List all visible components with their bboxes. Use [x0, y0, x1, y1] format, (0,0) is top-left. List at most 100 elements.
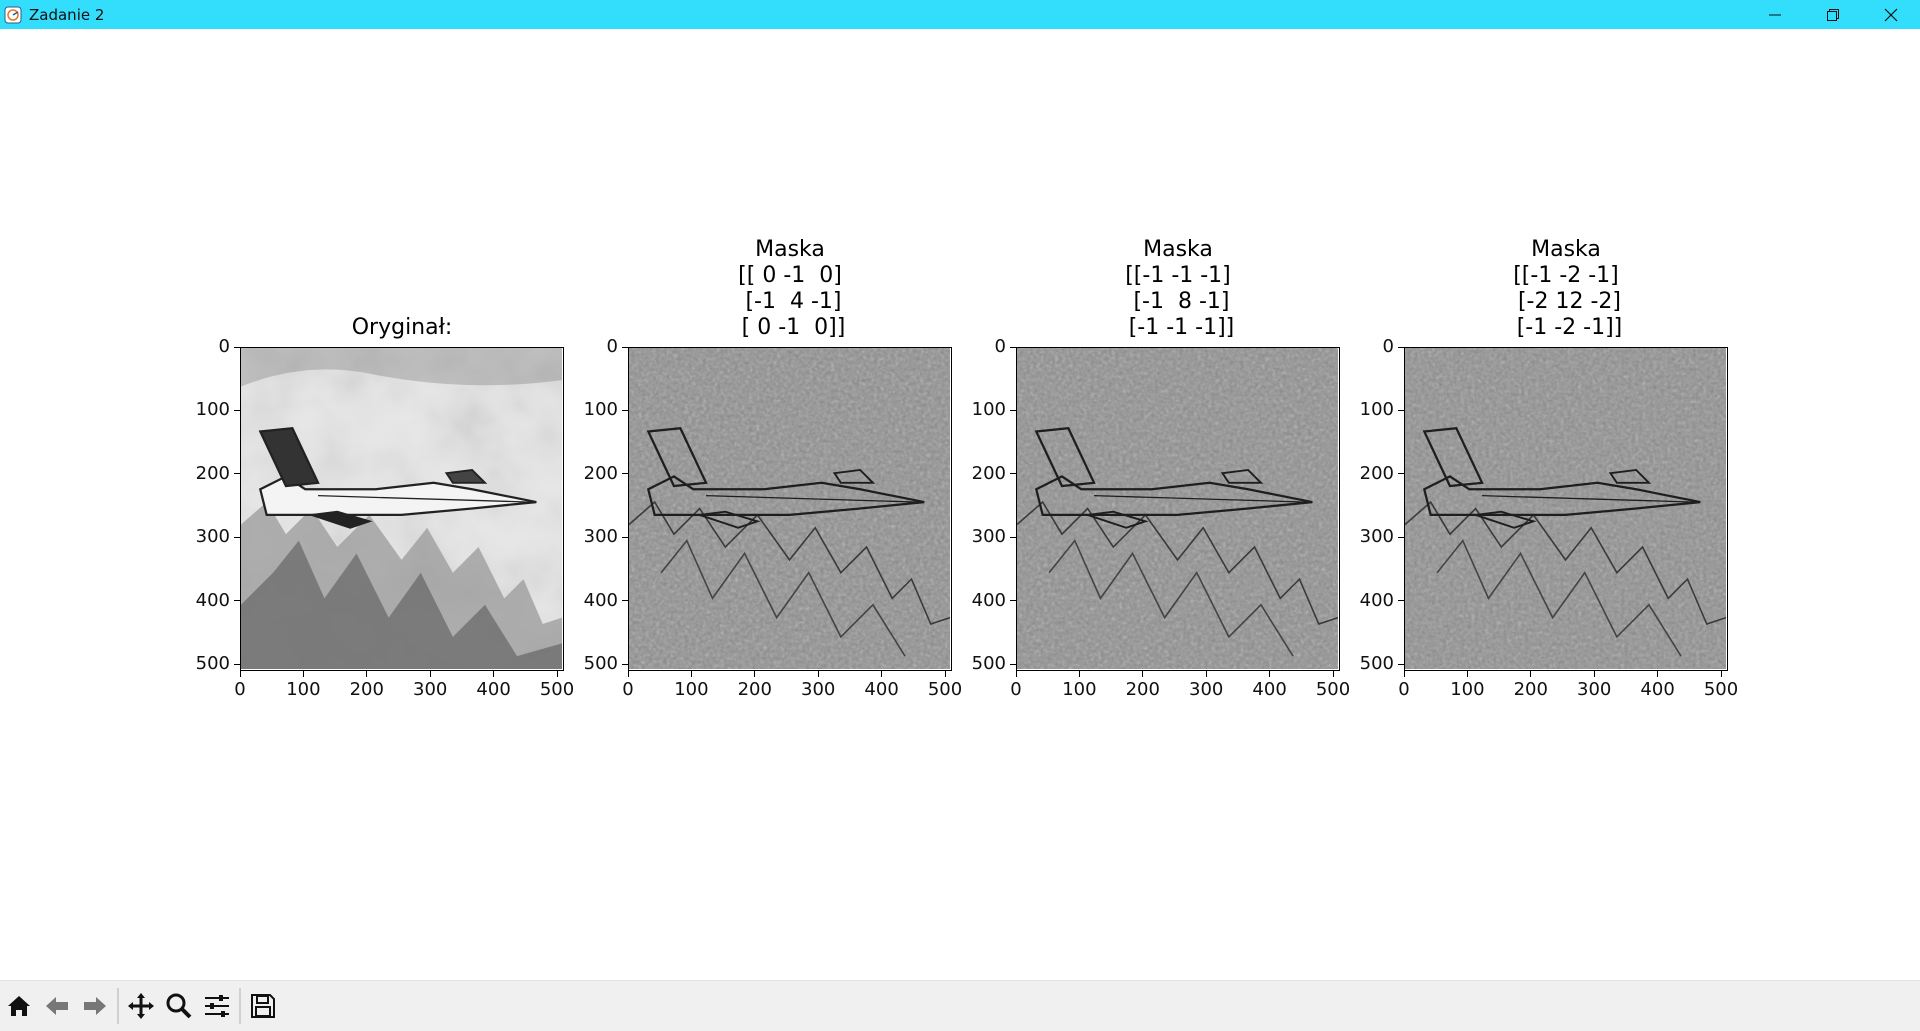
y-tick-mark [1010, 346, 1016, 348]
x-tick-mark [881, 671, 883, 677]
y-tick-mark [234, 473, 240, 475]
original-image-axes[interactable] [240, 347, 564, 671]
y-tick-label: 100 [971, 399, 1006, 421]
x-tick-mark [1593, 671, 1595, 677]
minimize-button[interactable] [1746, 0, 1804, 29]
minimize-icon [1769, 14, 1781, 15]
filtered-image-axes[interactable] [1016, 347, 1340, 671]
x-tick-label: 300 [413, 679, 448, 700]
x-tick-label: 200 [1125, 679, 1160, 700]
x-tick-mark [366, 671, 368, 677]
configure-subplots-icon [205, 995, 229, 1017]
y-tick-mark [1398, 346, 1404, 348]
y-tick-label: 300 [1359, 526, 1394, 548]
restore-button[interactable] [1804, 0, 1862, 29]
x-tick-label: 100 [1062, 679, 1097, 700]
y-tick-mark [1398, 409, 1404, 411]
x-tick-label: 400 [864, 679, 899, 700]
subplot-title: Maska [[-1 -2 -1] [-2 12 -2] [-1 -2 -1]] [1513, 237, 1623, 340]
zoom-button[interactable] [160, 986, 198, 1026]
original-image [241, 348, 562, 669]
y-tick-label: 0 [606, 336, 618, 357]
navigation-toolbar [0, 980, 1920, 1031]
y-tick-label: 100 [1359, 399, 1394, 421]
y-tick-mark [622, 536, 628, 538]
y-tick-mark [622, 346, 628, 348]
x-tick-mark [1403, 671, 1405, 677]
y-tick-label: 100 [583, 399, 618, 421]
forward-icon [84, 997, 106, 1015]
filtered-image-axes[interactable] [628, 347, 952, 671]
filtered-image-axes[interactable] [1404, 347, 1728, 671]
save-icon [251, 994, 275, 1018]
x-tick-label: 500 [1703, 679, 1739, 700]
window-titlebar: Zadanie 2 [0, 0, 1920, 29]
x-tick-mark [1530, 671, 1532, 677]
pan-button[interactable] [122, 986, 160, 1026]
y-tick-label: 400 [583, 589, 618, 611]
y-tick-label: 400 [195, 589, 230, 611]
x-tick-mark [944, 671, 946, 677]
y-tick-label: 300 [583, 526, 618, 548]
y-tick-mark [1010, 600, 1016, 602]
y-tick-mark [1010, 536, 1016, 538]
x-tick-label: 100 [286, 679, 321, 700]
x-tick-mark [1657, 671, 1659, 677]
y-tick-mark [1398, 473, 1404, 475]
x-tick-mark [754, 671, 756, 677]
x-tick-label: 300 [1577, 679, 1612, 700]
back-icon [46, 997, 68, 1015]
y-tick-label: 400 [1359, 589, 1394, 611]
y-tick-mark [234, 346, 240, 348]
x-tick-mark [1466, 671, 1468, 677]
configure-subplots-button[interactable] [198, 986, 236, 1026]
y-tick-label: 200 [583, 462, 618, 484]
y-tick-mark [622, 409, 628, 411]
y-tick-label: 200 [971, 462, 1006, 484]
x-tick-label: 400 [1252, 679, 1287, 700]
x-tick-label: 0 [622, 679, 634, 700]
figure-canvas[interactable]: Oryginał: 0 0 100 100 200 200 300 300 400 400 500 50… [0, 29, 1920, 980]
y-tick-label: 0 [218, 336, 230, 357]
x-tick-label: 0 [234, 679, 246, 700]
y-tick-label: 500 [971, 653, 1006, 675]
close-icon [1884, 8, 1898, 21]
x-tick-label: 400 [1640, 679, 1675, 700]
subplot-title: Maska [[-1 -1 -1] [-1 8 -1] [-1 -1 -1]] [1125, 237, 1235, 340]
forward-button[interactable] [76, 986, 114, 1026]
y-tick-label: 100 [195, 399, 230, 421]
x-tick-mark [556, 671, 558, 677]
x-tick-label: 0 [1398, 679, 1410, 700]
filtered-image [1405, 348, 1726, 669]
y-tick-mark [622, 600, 628, 602]
back-button[interactable] [38, 986, 76, 1026]
y-tick-label: 200 [195, 462, 230, 484]
x-tick-mark [1269, 671, 1271, 677]
y-tick-mark [622, 663, 628, 665]
close-button[interactable] [1862, 0, 1920, 29]
y-tick-mark [1398, 600, 1404, 602]
subplot-title: Maska [[ 0 -1 0] [-1 4 -1] [ 0 -1 0]] [738, 237, 846, 340]
x-tick-mark [1078, 671, 1080, 677]
y-tick-label: 500 [1359, 653, 1394, 675]
x-tick-label: 200 [349, 679, 384, 700]
x-tick-label: 300 [801, 679, 836, 700]
restore-icon [1827, 8, 1839, 21]
y-tick-mark [234, 536, 240, 538]
x-tick-mark [627, 671, 629, 677]
x-tick-label: 300 [1189, 679, 1224, 700]
x-tick-label: 500 [539, 679, 575, 700]
home-button[interactable] [0, 986, 38, 1026]
x-tick-mark [302, 671, 304, 677]
y-tick-label: 500 [195, 653, 230, 675]
x-tick-label: 500 [1315, 679, 1351, 700]
y-tick-label: 300 [195, 526, 230, 548]
x-tick-label: 0 [1010, 679, 1022, 700]
x-tick-label: 200 [737, 679, 772, 700]
y-tick-label: 200 [1359, 462, 1394, 484]
x-tick-label: 200 [1513, 679, 1548, 700]
save-button[interactable] [244, 986, 282, 1026]
filtered-image [1017, 348, 1338, 669]
x-tick-mark [817, 671, 819, 677]
y-tick-mark [234, 600, 240, 602]
